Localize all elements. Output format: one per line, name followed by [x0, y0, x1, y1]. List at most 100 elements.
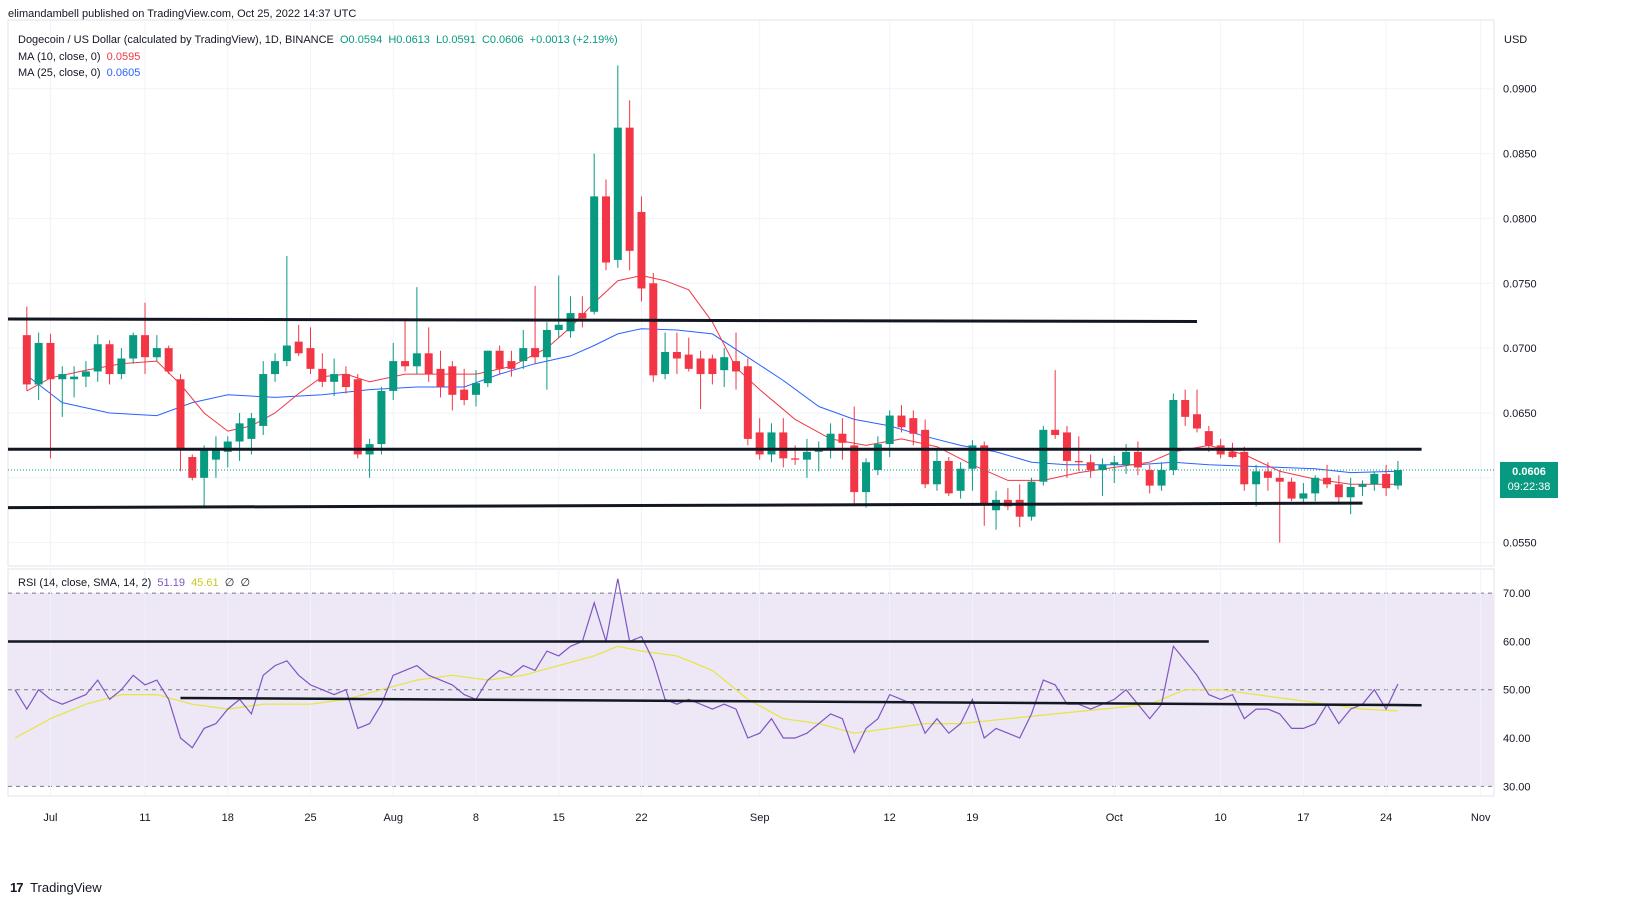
candle [353, 374, 362, 459]
candle [649, 272, 658, 382]
candle [992, 490, 1001, 530]
candle-body [519, 348, 528, 362]
candle-body [389, 361, 398, 391]
candle [211, 436, 220, 478]
candle [129, 332, 138, 364]
candle [1323, 464, 1332, 489]
candle [436, 350, 445, 398]
candle-body [802, 451, 811, 460]
candle [602, 179, 610, 271]
rsi-line [14, 578, 1399, 755]
rsi-pane[interactable]: 70.00 60.00 50.00 40.00 30.00 [7, 568, 1531, 797]
candle [448, 361, 457, 411]
candle [1204, 425, 1213, 452]
candle-body [330, 374, 339, 382]
candle-body [1027, 481, 1036, 517]
current-price-badge: 0.0606 09:22:38 [1500, 462, 1558, 499]
candle-body [897, 415, 906, 428]
candle-body [1358, 484, 1367, 487]
candle [578, 296, 587, 328]
candle [176, 374, 185, 472]
ma25-line [26, 328, 1398, 474]
candle [720, 348, 729, 388]
candle-body [590, 196, 599, 312]
main-pane-border [7, 19, 1495, 567]
time-tick-label: 8 [473, 812, 479, 824]
candle [46, 333, 55, 459]
candle-body [1133, 451, 1142, 468]
main-pane[interactable]: 0.0900 0.0850 0.0800 0.0750 0.0700 0.0650 0.06… [7, 19, 1537, 567]
candle-body [34, 342, 43, 385]
candle-body [1051, 429, 1060, 436]
ma25-label: MA (25, close, 0) [18, 67, 101, 79]
candle [306, 327, 315, 375]
currency-label: USD [1504, 34, 1528, 46]
candle-body [944, 460, 953, 494]
candle-body [211, 449, 220, 460]
candle-body [1370, 473, 1379, 485]
candle-body [401, 361, 410, 367]
candle [672, 332, 681, 375]
price-axis: 0.09000.08500.08000.07500.07000.06500.06… [1503, 84, 1537, 550]
current-price-value: 0.0606 [1512, 466, 1546, 479]
candle-body [1169, 399, 1178, 471]
candle [1181, 389, 1190, 426]
candle [483, 350, 492, 388]
candle [779, 418, 788, 468]
candle [70, 366, 79, 398]
candle-body [117, 358, 126, 375]
candle-body [22, 335, 31, 385]
candle [330, 358, 339, 397]
candle-body [495, 350, 504, 369]
ma10-label: MA (10, close, 0) [18, 51, 101, 63]
rsi-extra-2: ∅ [240, 577, 251, 589]
candle [1382, 464, 1391, 496]
candle [980, 441, 989, 526]
rsi-ma-value: 45.61 [191, 577, 219, 589]
time-tick-label: 12 [884, 812, 896, 824]
candle [1062, 425, 1071, 478]
tradingview-brand[interactable]: 17 TradingView [10, 880, 102, 895]
candle [1074, 436, 1083, 472]
candle-body [81, 371, 90, 377]
candle-body [542, 329, 551, 358]
candle-body [223, 441, 232, 452]
ohlc-high: H0.0613 [388, 34, 430, 46]
candle-body [1393, 470, 1402, 486]
candle [318, 353, 327, 388]
candle-body [732, 361, 741, 372]
candle [1051, 370, 1060, 439]
candle [956, 462, 965, 499]
candle-body [1323, 477, 1332, 485]
candle [1098, 458, 1107, 496]
candle [1299, 482, 1308, 504]
candle [1133, 441, 1142, 476]
candle [294, 324, 303, 356]
symbol-name[interactable]: Dogecoin / US Dollar (calculated by Trad… [18, 34, 334, 46]
candle [1393, 460, 1402, 490]
candle-body [1015, 499, 1024, 517]
time-tick-label: Jul [43, 812, 57, 824]
candle-body [341, 374, 350, 388]
candle-body [93, 344, 102, 372]
candle [200, 445, 209, 508]
candle [944, 457, 953, 496]
candle-body [294, 341, 303, 354]
candle-body [566, 313, 575, 332]
candle [873, 436, 882, 476]
candle-body [271, 361, 280, 375]
candle-body [696, 358, 705, 375]
candle [732, 332, 741, 390]
ma25-legend[interactable]: MA (25, close, 0) 0.0605 [18, 67, 140, 79]
candle-body [247, 418, 256, 439]
rsi-path [14, 578, 1399, 755]
rsi-legend[interactable]: RSI (14, close, SMA, 14, 2) 51.19 45.61 … [18, 576, 250, 589]
candle [826, 423, 835, 459]
candle [708, 354, 717, 385]
candle-body [885, 415, 894, 445]
candle [141, 302, 150, 375]
candle-body [412, 353, 421, 367]
ma10-legend[interactable]: MA (10, close, 0) 0.0595 [18, 51, 140, 63]
candle-body [554, 324, 563, 330]
